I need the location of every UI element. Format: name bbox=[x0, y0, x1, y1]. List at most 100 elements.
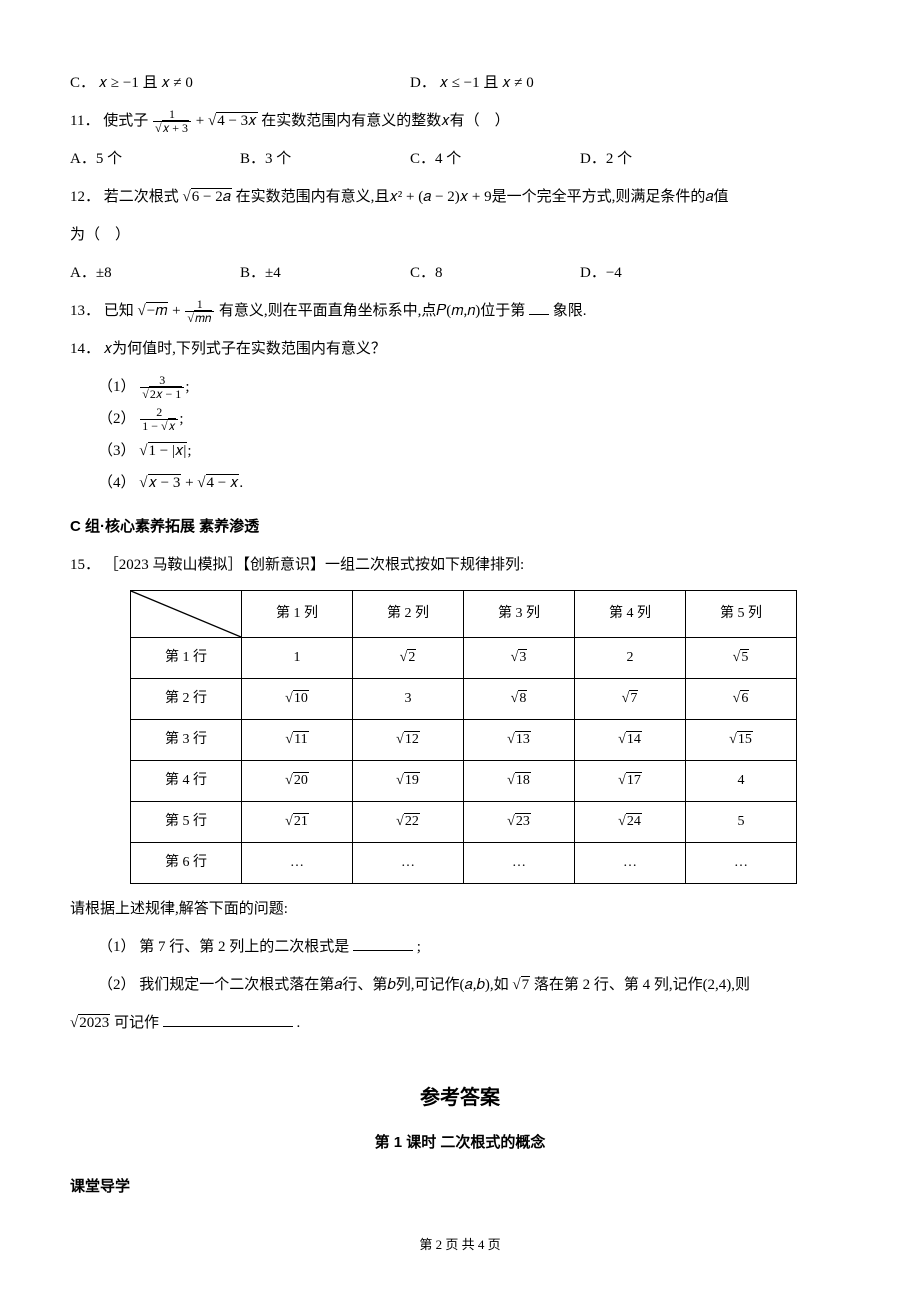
table-header-row: 第 1 列 第 2 列 第 3 列 第 4 列 第 5 列 bbox=[131, 591, 797, 638]
table-corner bbox=[131, 591, 242, 638]
q14-p4-rad1: √𝑥 − 3 bbox=[139, 474, 181, 491]
col-5: 第 5 列 bbox=[686, 591, 797, 638]
col-1: 第 1 列 bbox=[242, 591, 353, 638]
row-header: 第 3 行 bbox=[131, 720, 242, 761]
q11-rad2: √4 − 3𝑥 bbox=[208, 112, 258, 129]
q14-p4-label: （4） bbox=[98, 475, 136, 491]
q14-p1-label: （1） bbox=[98, 379, 136, 395]
q15-sub2-rad2: √2023 bbox=[70, 1014, 110, 1031]
q14-p3-label: （3） bbox=[98, 443, 136, 459]
q15-sub2-label: （2） bbox=[98, 977, 136, 993]
q10-opts-cd: C． 𝑥 ≥ −1 且 𝑥 ≠ 0 D． 𝑥 ≤ −1 且 𝑥 ≠ 0 bbox=[70, 68, 850, 98]
q15-sub1-label: （1） bbox=[98, 939, 136, 955]
q13-post2: 象限. bbox=[553, 303, 587, 319]
table-cell: √8 bbox=[464, 679, 575, 720]
table-cell: … bbox=[464, 843, 575, 884]
q11: 11． 使式子 1 √𝑥 + 3 + √4 − 3𝑥 在实数范围内有意义的整数𝑥… bbox=[70, 106, 850, 136]
q15-sub2-line2: √2023 可记作 . bbox=[70, 1008, 850, 1038]
table-cell: 5 bbox=[686, 802, 797, 843]
q15-sub2-t1: 我们规定一个二次根式落在第𝑎行、第𝑏列,可记作(𝑎,𝑏),如 bbox=[139, 977, 508, 993]
table-cell: √24 bbox=[575, 802, 686, 843]
row-header: 第 2 行 bbox=[131, 679, 242, 720]
q13-blank bbox=[529, 299, 549, 315]
q15-sub2-t2: 落在第 2 行、第 4 列,记作(2,4),则 bbox=[534, 977, 750, 993]
table-cell: √22 bbox=[353, 802, 464, 843]
q12-opts: A．±8 B．±4 C．8 D．−4 bbox=[70, 258, 850, 288]
row-header: 第 6 行 bbox=[131, 843, 242, 884]
table-cell: √5 bbox=[686, 638, 797, 679]
q15-sub1-blank bbox=[353, 935, 413, 951]
q15-sub1-t2: ; bbox=[417, 939, 421, 955]
q14-p4: （4） √𝑥 − 3 + √4 − 𝑥. bbox=[70, 468, 850, 498]
answers-subtitle: 第 1 课时 二次根式的概念 bbox=[70, 1128, 850, 1158]
q11-pre: 使式子 bbox=[103, 113, 148, 129]
table-cell: √20 bbox=[242, 761, 353, 802]
table-cell: … bbox=[353, 843, 464, 884]
row-header: 第 4 行 bbox=[131, 761, 242, 802]
table-cell: √12 bbox=[353, 720, 464, 761]
q14-p1: （1） 3 √2𝑥 − 1 ; bbox=[70, 372, 850, 402]
table-cell: … bbox=[575, 843, 686, 884]
q15-sub1: （1） 第 7 行、第 2 列上的二次根式是 ; bbox=[70, 932, 850, 962]
table-cell: √14 bbox=[575, 720, 686, 761]
q13-rad1: √−𝑚 bbox=[138, 302, 169, 319]
section-c-header: C 组·核心素养拓展 素养渗透 bbox=[70, 512, 850, 542]
q11-opt-c: C．4 个 bbox=[410, 144, 580, 174]
q11-opt-d: D．2 个 bbox=[580, 144, 750, 174]
q12-opt-a: A．±8 bbox=[70, 258, 240, 288]
q15-sub2: （2） 我们规定一个二次根式落在第𝑎行、第𝑏列,可记作(𝑎,𝑏),如 √7 落在… bbox=[70, 970, 850, 1000]
table-cell: … bbox=[242, 843, 353, 884]
q11-frac: 1 √𝑥 + 3 bbox=[153, 108, 191, 135]
q11-plus: + bbox=[196, 113, 208, 129]
table-cell: √7 bbox=[575, 679, 686, 720]
answers-section: 课堂导学 bbox=[70, 1172, 850, 1202]
q12-opt-d: D．−4 bbox=[580, 258, 750, 288]
table-cell: 3 bbox=[353, 679, 464, 720]
q15-after: 请根据上述规律,解答下面的问题: bbox=[70, 894, 850, 924]
table-cell: √6 bbox=[686, 679, 797, 720]
table-row: 第 2 行√103√8√7√6 bbox=[131, 679, 797, 720]
opt-c: C． 𝑥 ≥ −1 且 𝑥 ≠ 0 bbox=[70, 68, 410, 98]
q14-p1-frac: 3 √2𝑥 − 1 bbox=[140, 374, 184, 401]
col-2: 第 2 列 bbox=[353, 591, 464, 638]
q11-opt-a: A．5 个 bbox=[70, 144, 240, 174]
table-cell: √2 bbox=[353, 638, 464, 679]
q11-opts: A．5 个 B．3 个 C．4 个 D．2 个 bbox=[70, 144, 850, 174]
table-cell: √13 bbox=[464, 720, 575, 761]
answers-title: 参考答案 bbox=[70, 1078, 850, 1118]
table-cell: √15 bbox=[686, 720, 797, 761]
q14-p3: （3） √1 − |𝑥|; bbox=[70, 436, 850, 466]
q12-mid: 在实数范围内有意义,且𝑥² + (𝑎 − 2)𝑥 + 9是一个完全平方式,则满足… bbox=[236, 189, 729, 205]
table-row: 第 1 行1√2√32√5 bbox=[131, 638, 797, 679]
q15-sub2-t3: 可记作 bbox=[114, 1015, 159, 1031]
table-cell: √10 bbox=[242, 679, 353, 720]
q14-p2-frac: 2 1 − √𝑥 bbox=[140, 406, 178, 433]
q11-post: 在实数范围内有意义的整数𝑥有（ ） bbox=[261, 113, 509, 129]
q15-sub2-blank bbox=[163, 1011, 293, 1027]
table-cell: √19 bbox=[353, 761, 464, 802]
q13-plus: + bbox=[172, 303, 184, 319]
table-row: 第 5 行√21√22√23√245 bbox=[131, 802, 797, 843]
opt-d-text: 𝑥 ≤ −1 且 𝑥 ≠ 0 bbox=[440, 75, 534, 91]
q12-opt-b: B．±4 bbox=[240, 258, 410, 288]
table-row: 第 6 行…………… bbox=[131, 843, 797, 884]
q12-num: 12． bbox=[70, 189, 100, 205]
q13-num: 13． bbox=[70, 303, 100, 319]
table-cell: 1 bbox=[242, 638, 353, 679]
q14-p3-rad: √1 − |𝑥| bbox=[139, 442, 187, 459]
q13-frac-den: √𝑚𝑛 bbox=[185, 311, 214, 325]
q13: 13． 已知 √−𝑚 + 1 √𝑚𝑛 有意义,则在平面直角坐标系中,点𝑃(𝑚,𝑛… bbox=[70, 296, 850, 326]
q15-stem: ［2023 马鞍山模拟］【创新意识】一组二次根式按如下规律排列: bbox=[104, 557, 524, 573]
q13-frac: 1 √𝑚𝑛 bbox=[185, 298, 214, 325]
col-3: 第 3 列 bbox=[464, 591, 575, 638]
q15: 15． ［2023 马鞍山模拟］【创新意识】一组二次根式按如下规律排列: bbox=[70, 550, 850, 580]
q12-opt-c: C．8 bbox=[410, 258, 580, 288]
col-4: 第 4 列 bbox=[575, 591, 686, 638]
q11-opt-b: B．3 个 bbox=[240, 144, 410, 174]
q15-num: 15． bbox=[70, 557, 100, 573]
table-row: 第 3 行√11√12√13√14√15 bbox=[131, 720, 797, 761]
opt-d-label: D． bbox=[410, 75, 436, 91]
opt-c-text: 𝑥 ≥ −1 且 𝑥 ≠ 0 bbox=[99, 75, 193, 91]
q13-pre: 已知 bbox=[104, 303, 134, 319]
table-cell: √23 bbox=[464, 802, 575, 843]
